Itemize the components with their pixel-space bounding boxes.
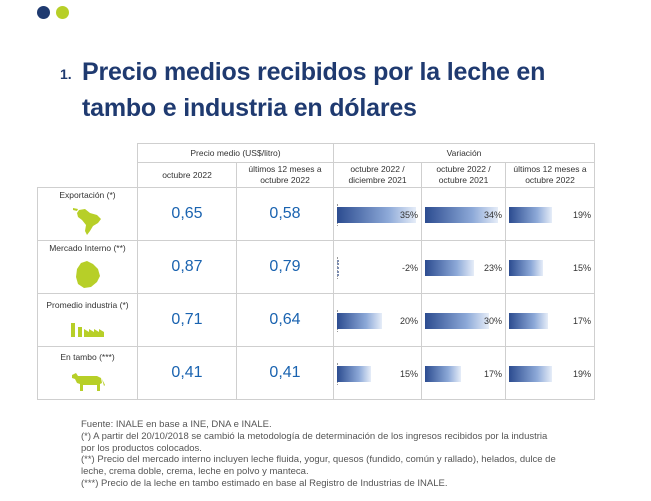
variation-cell: -2% — [333, 240, 422, 294]
variation-bar — [425, 366, 461, 382]
variation-bar — [509, 260, 543, 276]
brand-dot-green — [56, 6, 69, 19]
title-text: Precio medios recibidos por la leche en … — [82, 54, 545, 126]
variation-bar — [337, 313, 382, 329]
footnotes: Fuente: INALE en base a INE, DNA e INALE… — [81, 419, 561, 490]
table-row: En tambo (***) 0,41 0,41 15% 17% 19% — [37, 346, 595, 400]
variation-cell: 17% — [421, 346, 506, 400]
table-row: Mercado Interno (**) 0,87 0,79 -2% 23% 1… — [37, 240, 595, 294]
row-category: En tambo (***) — [37, 346, 138, 400]
column-header: octubre 2022 / octubre 2021 — [421, 162, 506, 188]
price-12-months: 0,79 — [236, 240, 334, 294]
variation-cell: 15% — [333, 346, 422, 400]
footnote-2: (**) Precio del mercado interno incluyen… — [81, 454, 556, 478]
footnote-1: (*) A partir del 20/10/2018 se cambió la… — [81, 430, 548, 454]
variation-cell: 15% — [505, 240, 595, 294]
price-table: Precio medio (US$/litro) Variación octub… — [37, 143, 595, 400]
row-label: Mercado Interno (**) — [49, 242, 126, 253]
row-label: Exportación (*) — [59, 189, 116, 200]
variation-cell: 30% — [421, 293, 506, 347]
table-row: Promedio industria (*) 0,71 0,64 20% 30%… — [37, 293, 595, 347]
variation-bar — [337, 260, 341, 276]
variation-cell: 34% — [421, 187, 506, 241]
variation-bar — [425, 207, 498, 223]
variation-cell: 23% — [421, 240, 506, 294]
column-header: octubre 2022 — [137, 162, 237, 188]
price-12-months: 0,58 — [236, 187, 334, 241]
price-october: 0,87 — [137, 240, 237, 294]
brand-dot-blue — [37, 6, 50, 19]
row-category: Promedio industria (*) — [37, 293, 138, 347]
variation-bar — [509, 313, 548, 329]
variation-cell: 19% — [505, 346, 595, 400]
column-header: octubre 2022 / diciembre 2021 — [333, 162, 422, 188]
variation-bar — [509, 207, 552, 223]
variation-cell: 20% — [333, 293, 422, 347]
source-note: Fuente: INALE en base a INE, DNA e INALE… — [81, 419, 272, 430]
price-october: 0,71 — [137, 293, 237, 347]
column-header: últimos 12 meses a octubre 2022 — [505, 162, 595, 188]
variation-bar — [509, 366, 552, 382]
variation-cell: 35% — [333, 187, 422, 241]
title-line-1: Precio medios recibidos por la leche en — [82, 58, 546, 86]
header-price-group: Precio medio (US$/litro) — [137, 143, 334, 163]
variation-bar — [337, 207, 416, 223]
row-label: En tambo (***) — [60, 351, 115, 362]
header-variation-group: Variación — [333, 143, 595, 163]
row-category: Exportación (*) — [37, 187, 138, 241]
variation-bar — [425, 313, 489, 329]
price-12-months: 0,64 — [236, 293, 334, 347]
south-america-map-icon — [72, 207, 101, 235]
variation-cell: 19% — [505, 187, 595, 241]
factory-icon — [70, 322, 104, 337]
variation-bar — [425, 260, 474, 276]
price-october: 0,41 — [137, 346, 237, 400]
row-label: Promedio industria (*) — [46, 299, 129, 310]
price-12-months: 0,41 — [236, 346, 334, 400]
price-october: 0,65 — [137, 187, 237, 241]
variation-cell: 17% — [505, 293, 595, 347]
row-category: Mercado Interno (**) — [37, 240, 138, 294]
column-header: últimos 12 meses a octubre 2022 — [236, 162, 334, 188]
table-row: Exportación (*) 0,65 0,58 35% 34% 19% — [37, 187, 595, 241]
footnote-3: (***) Precio de la leche en tambo estima… — [81, 477, 448, 489]
title-line-2: tambo e industria en dólares — [82, 94, 417, 122]
variation-bar — [337, 366, 371, 382]
title-number: 1. — [60, 66, 72, 82]
cow-icon — [71, 372, 105, 391]
uruguay-map-icon — [75, 260, 100, 288]
